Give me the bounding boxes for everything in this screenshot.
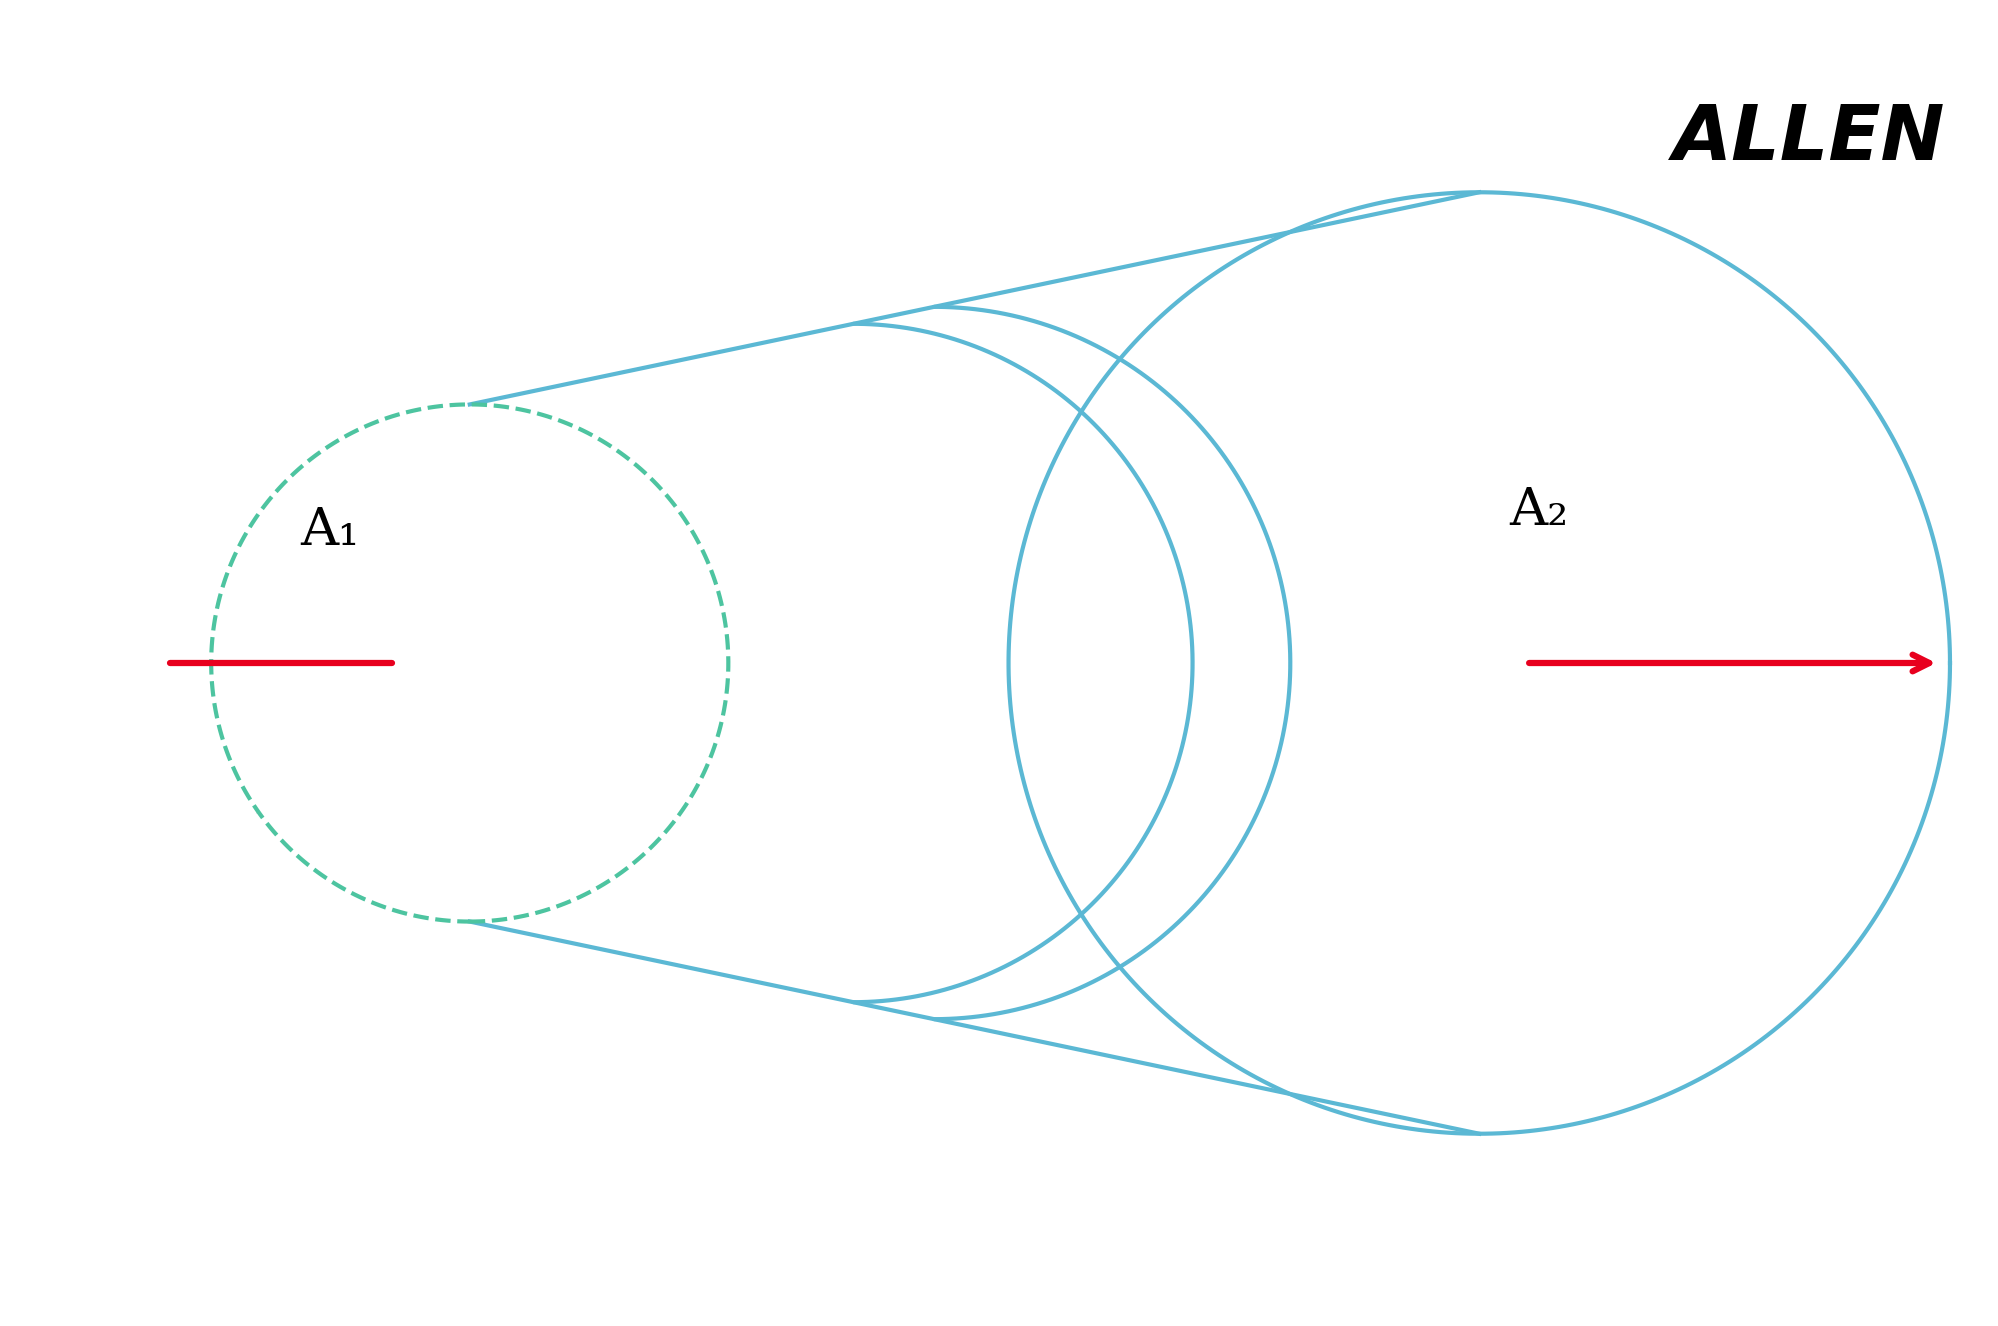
- Text: A₁: A₁: [300, 505, 360, 556]
- Polygon shape: [212, 192, 1948, 1134]
- Text: A₂: A₂: [1508, 485, 1568, 536]
- Text: ALLEN: ALLEN: [1672, 102, 1944, 176]
- Text: ALLEN: ALLEN: [282, 508, 1716, 898]
